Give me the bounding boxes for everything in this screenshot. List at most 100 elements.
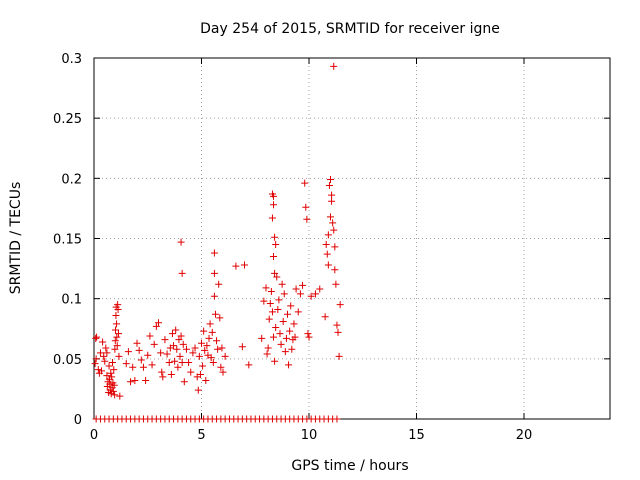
data-point: [268, 214, 276, 222]
data-point: [100, 352, 108, 360]
x-tick-label: 5: [197, 428, 205, 443]
data-point: [92, 334, 100, 342]
data-point: [328, 197, 336, 205]
data-point: [191, 344, 199, 352]
data-point: [219, 368, 227, 376]
data-point: [109, 387, 117, 395]
data-point: [270, 192, 278, 200]
data-point: [282, 334, 290, 342]
data-point: [103, 372, 111, 380]
data-point: [142, 376, 150, 384]
data-point: [206, 320, 214, 328]
data-point: [199, 362, 207, 370]
data-point: [172, 326, 180, 334]
x-tick-label: 20: [516, 428, 533, 443]
data-point: [280, 290, 288, 298]
data-point: [299, 281, 307, 289]
data-point: [274, 305, 282, 313]
data-point: [129, 363, 137, 371]
grid-lines: [94, 58, 610, 419]
data-point: [165, 358, 173, 366]
data-point: [288, 345, 296, 353]
data-point: [113, 333, 121, 341]
data-point: [286, 327, 294, 335]
data-point: [177, 238, 185, 246]
data-point: [113, 320, 121, 328]
data-point: [327, 176, 334, 184]
data-point: [333, 415, 341, 423]
data-point: [333, 321, 341, 329]
y-tick-label: 0.1: [61, 293, 82, 308]
data-point: [262, 284, 270, 292]
data-point: [168, 330, 176, 338]
data-point: [221, 352, 229, 360]
data-point: [177, 332, 185, 340]
data-point: [96, 349, 104, 357]
data-point: [272, 324, 280, 332]
data-point: [267, 287, 275, 295]
data-point: [296, 290, 304, 298]
data-point: [208, 328, 216, 336]
data-point: [144, 351, 152, 359]
data-point: [179, 340, 187, 348]
y-tick-label: 0.15: [53, 233, 82, 248]
data-point: [216, 314, 224, 322]
data-point: [113, 342, 121, 350]
data-point: [106, 380, 114, 388]
data-point: [131, 376, 139, 384]
data-point: [271, 233, 279, 241]
data-point: [148, 361, 156, 369]
data-point: [279, 318, 287, 326]
x-tick-label: 15: [408, 428, 425, 443]
data-point: [196, 370, 204, 378]
data-point: [263, 350, 271, 358]
x-tick-label: 0: [90, 428, 98, 443]
data-point: [114, 305, 122, 313]
data-point: [171, 357, 179, 365]
data-point: [322, 241, 330, 249]
data-point: [311, 290, 319, 298]
data-point: [301, 179, 309, 187]
data-point: [105, 362, 113, 370]
y-tick-label: 0.2: [61, 172, 82, 187]
data-point: [270, 201, 278, 209]
data-point: [163, 350, 171, 358]
data-point: [270, 333, 278, 341]
data-point: [99, 338, 107, 346]
data-point: [271, 357, 279, 365]
data-point: [94, 366, 102, 374]
data-point: [137, 356, 145, 364]
data-point: [268, 308, 276, 316]
data-point: [265, 315, 273, 323]
data-point: [331, 266, 339, 274]
data-point: [158, 368, 166, 376]
data-point: [302, 203, 310, 211]
y-tick-label: 0.05: [53, 353, 82, 368]
y-tick-label: 0: [74, 413, 82, 428]
x-tick-label: 10: [301, 428, 318, 443]
data-point: [139, 363, 147, 371]
data-point: [324, 261, 332, 269]
data-point: [294, 308, 302, 316]
data-point: [264, 344, 272, 352]
data-point: [124, 348, 132, 356]
data-point: [115, 352, 123, 360]
data-point: [327, 213, 334, 221]
data-point: [284, 310, 291, 318]
data-point: [217, 363, 225, 371]
data-point: [325, 182, 333, 190]
data-point: [202, 376, 210, 384]
data-point: [207, 354, 215, 362]
data-point: [173, 345, 181, 353]
data-point: [336, 301, 344, 309]
y-axis: 0 0.05 0.1 0.15 0.2 0.25 0.3: [53, 52, 610, 428]
data-point: [215, 280, 223, 288]
data-point: [276, 330, 284, 338]
data-point: [292, 285, 300, 293]
data-point: [108, 373, 116, 381]
data-point: [332, 280, 340, 288]
data-point: [91, 360, 99, 368]
data-point: [330, 62, 338, 70]
data-point: [195, 352, 203, 360]
